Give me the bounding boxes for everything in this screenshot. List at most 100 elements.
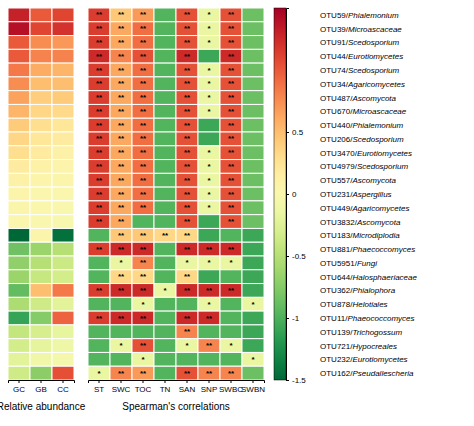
tick: SNP — [201, 380, 217, 394]
significance-marker: ** — [96, 314, 103, 323]
significance-marker: ** — [96, 10, 103, 19]
heatmap-cell — [8, 173, 30, 187]
significance-marker: ** — [140, 162, 147, 171]
heatmap-cell — [88, 339, 110, 353]
tick-mark — [231, 380, 232, 383]
heatmap-cell — [8, 284, 30, 298]
heatmap-cell — [154, 22, 176, 36]
heatmap-cell — [8, 118, 30, 132]
heatmap-cell — [110, 352, 132, 366]
heatmap-cell — [176, 160, 198, 174]
heatmap-cell — [198, 173, 220, 187]
heatmap-cell — [176, 118, 198, 132]
significance-marker: ** — [118, 38, 125, 47]
heatmap-cell — [220, 228, 242, 242]
significance-marker: ** — [96, 52, 103, 61]
heatmap-cell — [198, 146, 220, 160]
axis-title: Relative abundance — [0, 401, 86, 412]
significance-marker: ** — [118, 107, 125, 116]
significance-marker: ** — [206, 341, 213, 350]
heatmap-cell — [220, 146, 242, 160]
heatmap-cell — [88, 132, 110, 146]
heatmap-cell — [52, 270, 74, 284]
tick: SWBC — [219, 380, 243, 394]
significance-marker: * — [185, 341, 189, 350]
heatmap-cell — [110, 215, 132, 229]
tick: -1 — [286, 314, 300, 323]
heatmap-cell — [52, 366, 74, 380]
tick: SWC — [112, 380, 131, 394]
significance-marker: ** — [228, 286, 235, 295]
heatmap-cell — [110, 187, 132, 201]
significance-marker: ** — [96, 245, 103, 254]
significance-marker: ** — [228, 38, 235, 47]
cell-labels: ****************************************… — [96, 10, 256, 377]
heatmap-cell — [8, 270, 30, 284]
heatmap-cell — [132, 366, 154, 380]
tick-label: 0 — [292, 190, 297, 199]
heatmap-cell — [30, 242, 52, 256]
heatmap-cell — [198, 339, 220, 353]
significance-marker: ** — [140, 52, 147, 61]
heatmap-cell — [242, 366, 264, 380]
heatmap-cell — [154, 49, 176, 63]
heatmap-cell — [242, 36, 264, 50]
heatmap-cell — [132, 256, 154, 270]
heatmap-cell — [176, 228, 198, 242]
heatmap-cell — [242, 215, 264, 229]
heatmap-cell — [30, 228, 52, 242]
significance-marker: * — [207, 162, 211, 171]
heatmap-cell — [132, 173, 154, 187]
heatmap-cell — [110, 228, 132, 242]
heatmap-cell — [132, 201, 154, 215]
x-axis: STSWCTOCTNSANSNPSWBCSWBN — [89, 380, 266, 394]
heatmap-cell — [220, 91, 242, 105]
heatmap-cell — [198, 297, 220, 311]
significance-marker: * — [97, 369, 101, 378]
significance-marker: ** — [184, 148, 191, 157]
significance-marker: * — [163, 286, 167, 295]
significance-marker: ** — [184, 231, 191, 240]
heatmap-cell — [88, 284, 110, 298]
heatmap-cell — [8, 297, 30, 311]
heatmap-cell — [132, 311, 154, 325]
heatmap-cell — [88, 63, 110, 77]
heatmap-cell — [30, 297, 52, 311]
heatmap-cell — [8, 36, 30, 50]
heatmap-cell — [242, 256, 264, 270]
heatmap-cell — [30, 352, 52, 366]
heatmap-cell — [52, 22, 74, 36]
heatmap-cell — [132, 352, 154, 366]
axis-line — [287, 9, 290, 381]
heatmap-cell — [52, 146, 74, 160]
heatmap-cell — [8, 132, 30, 146]
heatmap-cell — [8, 242, 30, 256]
heatmap-cell — [132, 160, 154, 174]
significance-marker: ** — [96, 38, 103, 47]
heatmap-cell — [8, 228, 30, 242]
heatmap-cell — [8, 215, 30, 229]
heatmap-cell — [154, 173, 176, 187]
heatmap-cell — [198, 8, 220, 22]
row-label: OTU362/Phialophora — [320, 286, 396, 295]
tick-mark — [143, 380, 144, 383]
significance-marker: ** — [118, 148, 125, 157]
tick-label: SWBC — [219, 385, 243, 394]
heatmap-cell — [198, 311, 220, 325]
significance-marker: ** — [140, 176, 147, 185]
heatmap-cell — [220, 284, 242, 298]
heatmap-cell — [88, 146, 110, 160]
significance-marker: ** — [118, 231, 125, 240]
significance-marker: * — [207, 93, 211, 102]
significance-marker: ** — [140, 79, 147, 88]
tick-label: ST — [94, 385, 104, 394]
significance-marker: ** — [228, 245, 235, 254]
tick-label: SAN — [179, 385, 196, 394]
heatmap-cell — [110, 36, 132, 50]
heatmap-cell — [110, 270, 132, 284]
significance-marker: ** — [140, 121, 147, 130]
heatmap-cell — [154, 63, 176, 77]
tick-mark — [19, 380, 20, 383]
significance-marker: ** — [206, 314, 213, 323]
tick-mark — [286, 194, 289, 195]
